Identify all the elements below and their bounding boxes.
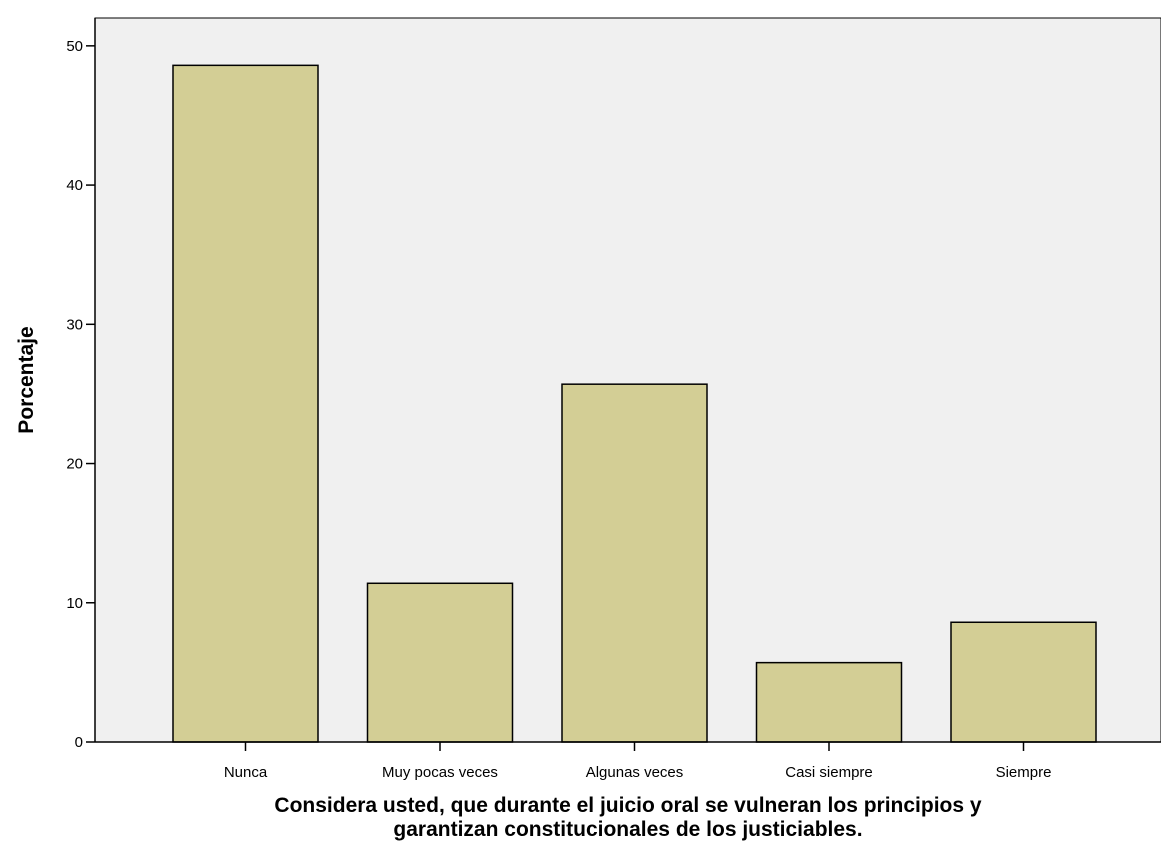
x-tick-label-algunas-veces: Algunas veces — [586, 764, 684, 781]
bar-nunca — [172, 64, 319, 743]
bar-algunas-veces — [561, 383, 708, 743]
y-axis-title: Porcentaje — [15, 326, 38, 433]
x-axis-title-line-2: garantizan constitucionales de los justi… — [393, 818, 862, 841]
y-tick-label-20: 20 — [66, 456, 83, 473]
x-axis-title-line-1: Considera usted, que durante el juicio o… — [274, 794, 981, 817]
x-tick-label-muy-pocas-veces: Muy pocas veces — [382, 764, 498, 781]
y-tick-label-30: 30 — [66, 316, 83, 333]
x-tick-label-siempre: Siempre — [996, 764, 1052, 781]
bar-casi-siempre — [755, 661, 903, 743]
y-tick-label-10: 10 — [66, 595, 83, 612]
y-tick-label-0: 0 — [75, 734, 83, 751]
y-tick-label-40: 40 — [66, 177, 83, 194]
bar-siempre — [950, 621, 1097, 743]
y-tick-label-50: 50 — [66, 38, 83, 55]
bar-muy-pocas-veces — [366, 582, 514, 743]
x-tick-label-casi-siempre: Casi siempre — [785, 764, 873, 781]
x-tick-label-nunca: Nunca — [224, 764, 268, 781]
